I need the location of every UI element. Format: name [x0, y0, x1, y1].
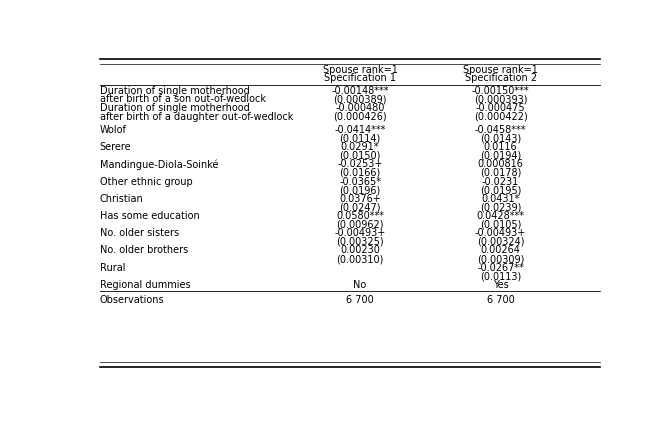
Text: after birth of a daughter out-of-wedlock: after birth of a daughter out-of-wedlock [99, 112, 293, 122]
Text: 0.0428***: 0.0428*** [476, 211, 525, 221]
Text: (0.0178): (0.0178) [480, 168, 521, 178]
Text: (0.0113): (0.0113) [480, 271, 521, 281]
Text: (0.0194): (0.0194) [480, 151, 521, 161]
Text: after birth of a son out-of-wedlock: after birth of a son out-of-wedlock [99, 95, 265, 105]
Text: Specification 1: Specification 1 [324, 73, 396, 83]
Text: 0.00230: 0.00230 [340, 246, 380, 255]
Text: Rural: Rural [99, 262, 125, 273]
Text: Spouse rank=1: Spouse rank=1 [463, 65, 538, 75]
Text: -0.0365*: -0.0365* [339, 176, 381, 187]
Text: -0.000475: -0.000475 [476, 103, 526, 113]
Text: Christian: Christian [99, 194, 143, 204]
Text: (0.0166): (0.0166) [339, 168, 380, 178]
Text: (0.00310): (0.00310) [337, 254, 384, 264]
Text: (0.0195): (0.0195) [480, 185, 521, 195]
Text: Has some education: Has some education [99, 211, 200, 221]
Text: Duration of single motherhood: Duration of single motherhood [99, 86, 249, 96]
Text: (0.0105): (0.0105) [480, 219, 521, 230]
Text: 0.0580***: 0.0580*** [336, 211, 384, 221]
Text: No. older sisters: No. older sisters [99, 228, 179, 238]
Text: Wolof: Wolof [99, 125, 126, 135]
Text: Other ethnic group: Other ethnic group [99, 176, 192, 187]
Text: (0.0150): (0.0150) [339, 151, 381, 161]
Text: (0.00324): (0.00324) [477, 237, 524, 247]
Text: (0.0239): (0.0239) [480, 202, 521, 212]
Text: (0.0143): (0.0143) [480, 133, 521, 143]
Text: -0.0267**: -0.0267** [477, 262, 524, 273]
Text: Yes: Yes [493, 280, 509, 290]
Text: -0.0231: -0.0231 [482, 176, 519, 187]
Text: -0.00493+: -0.00493+ [335, 228, 386, 238]
Text: (0.00325): (0.00325) [336, 237, 384, 247]
Text: -0.0458***: -0.0458*** [475, 125, 526, 135]
Text: Spouse rank=1: Spouse rank=1 [323, 65, 397, 75]
Text: Specification 2: Specification 2 [464, 73, 537, 83]
Text: 0.0291*: 0.0291* [341, 142, 379, 152]
Text: 0.00264: 0.00264 [480, 246, 521, 255]
Text: (0.000393): (0.000393) [474, 95, 528, 105]
Text: No: No [353, 280, 367, 290]
Text: (0.0114): (0.0114) [339, 133, 380, 143]
Text: (0.000426): (0.000426) [333, 112, 387, 122]
Text: Duration of single motherhood: Duration of single motherhood [99, 103, 249, 113]
Text: Observations: Observations [99, 295, 164, 305]
Text: (0.00309): (0.00309) [477, 254, 524, 264]
Text: (0.000389): (0.000389) [333, 95, 387, 105]
Text: 0.000816: 0.000816 [478, 159, 523, 169]
Text: 0.0376+: 0.0376+ [339, 194, 381, 204]
Text: -0.000480: -0.000480 [335, 103, 384, 113]
Text: Mandingue-Diola-Soinké: Mandingue-Diola-Soinké [99, 159, 218, 170]
Text: -0.00493+: -0.00493+ [475, 228, 526, 238]
Text: Serere: Serere [99, 142, 131, 152]
Text: -0.0253+: -0.0253+ [337, 159, 383, 169]
Text: -0.0414***: -0.0414*** [335, 125, 386, 135]
Text: 6 700: 6 700 [487, 295, 515, 305]
Text: Regional dummies: Regional dummies [99, 280, 190, 290]
Text: (0.00962): (0.00962) [336, 219, 384, 230]
Text: (0.0247): (0.0247) [339, 202, 381, 212]
Text: No. older brothers: No. older brothers [99, 246, 188, 255]
Text: 0.0116: 0.0116 [484, 142, 517, 152]
Text: (0.000422): (0.000422) [474, 112, 528, 122]
Text: -0.00148***: -0.00148*** [331, 86, 389, 96]
Text: (0.0196): (0.0196) [339, 185, 380, 195]
Text: 0.0431*: 0.0431* [481, 194, 520, 204]
Text: -0.00150***: -0.00150*** [472, 86, 530, 96]
Text: 6 700: 6 700 [346, 295, 374, 305]
